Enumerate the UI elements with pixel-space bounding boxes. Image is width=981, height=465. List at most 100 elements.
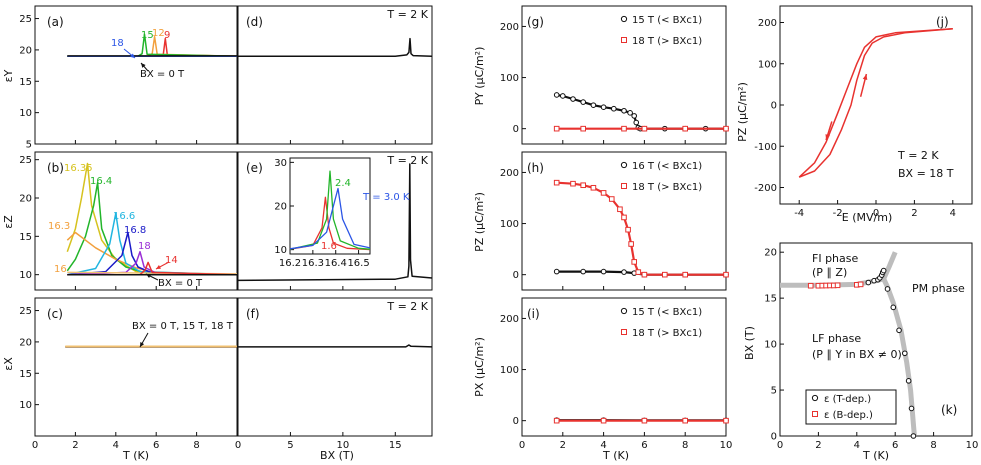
arrow-c-head <box>140 342 145 347</box>
point-i-18T <box>723 417 729 424</box>
ytick-label-a: 10 <box>19 108 32 119</box>
ytick-label-i: 100 <box>500 365 519 376</box>
xtick-label-e_inset: 16.5 <box>347 258 369 269</box>
legend-g-15: 15 T (< BXc1) <box>632 15 702 26</box>
b-label-16.6: 16.6 <box>113 211 135 222</box>
point-k-Tdep. <box>884 286 891 292</box>
point-i-18T <box>641 417 648 424</box>
panel-label-d: (d) <box>246 15 263 29</box>
legend-i-18: 18 T (> BXc1) <box>632 328 702 339</box>
ytick-label-c: 15 <box>19 369 32 380</box>
arrow-a-18-head <box>130 53 135 58</box>
legend-marker-square <box>621 329 627 335</box>
xtick-label-k: 6 <box>892 440 898 451</box>
ytick-label-j: 100 <box>758 59 777 70</box>
point-i-18T <box>600 417 607 424</box>
legend-h-18: 18 T (> BXc1) <box>632 182 702 193</box>
ytick-label-i: 200 <box>500 314 519 325</box>
title-e: T = 2 K <box>386 154 428 167</box>
xtick-label-k: 0 <box>777 440 783 451</box>
legend-g-18: 18 T (> BXc1) <box>632 36 702 47</box>
xtick-label-j: 4 <box>950 208 956 219</box>
ylabel-k: BX (T) <box>743 326 756 360</box>
plot-frame-c <box>34 297 238 437</box>
ytick-label-a: 25 <box>19 14 32 25</box>
xtick-label-f: 10 <box>336 440 349 451</box>
ytick-label-k: 20 <box>764 248 777 259</box>
legend-marker-square <box>621 183 627 189</box>
plot-frame-i <box>521 297 727 437</box>
ytick-label-e_inset: 20 <box>274 202 287 213</box>
ytick-label-a: 15 <box>19 77 32 88</box>
point-k-Tdep. <box>910 433 917 439</box>
point-g-15T <box>631 113 638 119</box>
xtick-label-i: 4 <box>600 440 606 451</box>
xtick-label-e_inset: 16.3 <box>302 258 324 269</box>
ytick-label-c: 10 <box>19 400 32 411</box>
point-h-18T <box>682 271 689 278</box>
point-k-Tdep. <box>890 304 897 311</box>
point-h-16T <box>600 268 607 275</box>
arrow-b-bx0-head <box>146 274 151 278</box>
xtick-label-f: 5 <box>287 440 293 451</box>
panel-label-h: (h) <box>527 161 544 175</box>
ytick-label-b: 10 <box>19 270 32 281</box>
series-b-16.8T <box>67 231 238 276</box>
k-pm-label: PM phase <box>912 282 965 295</box>
point-g-15T <box>627 110 633 116</box>
xtick-label-i: 10 <box>720 440 733 451</box>
xtick-label-i: 2 <box>560 440 566 451</box>
point-g-15T <box>611 105 617 112</box>
point-g-15T <box>633 119 640 126</box>
xtick-label-e_inset: 16.2 <box>279 258 301 269</box>
xtick-label-j: -2 <box>833 208 843 219</box>
xlabel-k: T (K) <box>862 449 889 462</box>
point-h-18T <box>553 179 560 186</box>
ytick-label-a: 20 <box>19 45 32 56</box>
point-h-18T <box>608 196 615 202</box>
plot-frame-k <box>779 242 973 437</box>
point-g-15T <box>590 102 597 108</box>
plot-frame-e <box>237 151 433 291</box>
point-h-18T <box>590 184 597 191</box>
b-label-16.3: 16.3 <box>48 221 70 232</box>
b-label-16.35: 16.35 <box>64 163 93 174</box>
ytick-label-e_inset: 30 <box>274 158 287 169</box>
b-label-18: 18 <box>138 241 151 252</box>
point-g-15T <box>600 104 607 110</box>
point-h-18T <box>600 190 607 196</box>
plot-frame-b <box>34 151 238 291</box>
series-e_inset-3.0K <box>289 187 371 250</box>
point-k-Bdep. <box>857 281 864 288</box>
xtick-label-c: 4 <box>113 440 119 451</box>
point-k-Tdep. <box>908 405 915 412</box>
point-h-18T <box>621 214 627 221</box>
point-h-18T <box>641 271 648 278</box>
b-label-16.8: 16.8 <box>124 225 146 236</box>
point-g-18T <box>723 125 729 132</box>
b-bx0-note: BX = 0 T <box>158 278 203 289</box>
series-b-16.6T <box>67 212 238 276</box>
point-g-15T <box>570 96 576 102</box>
plot-frame-a <box>34 5 238 145</box>
xtick-label-j: 0 <box>873 208 879 219</box>
xtick-label-k: 10 <box>966 440 979 451</box>
a-label-18: 18 <box>111 38 124 49</box>
point-i-18T <box>553 417 560 424</box>
a-label-12: 12 <box>152 28 165 39</box>
point-k-Tdep. <box>880 267 887 274</box>
a-bx0-note: BX = 0 T <box>140 69 185 80</box>
inset-label-3.0: T = 3.0 K <box>362 192 410 203</box>
point-h-18T <box>570 180 576 187</box>
inset-label-1.6: 1.6 <box>321 241 337 252</box>
legend-k-circle <box>811 394 819 402</box>
ytick-label-e_inset: 10 <box>274 245 287 256</box>
ylabel-i: PX (μC/m²) <box>473 337 486 397</box>
panel-label-c: (c) <box>47 307 63 321</box>
series-j-down <box>798 27 953 178</box>
text-layer: (a) (b) (c) (d) (e) (f) T = 2 K T = 2 K … <box>2 8 965 462</box>
xtick-label-i: 0 <box>519 440 525 451</box>
xtick-label-e_inset: 16.4 <box>325 258 347 269</box>
